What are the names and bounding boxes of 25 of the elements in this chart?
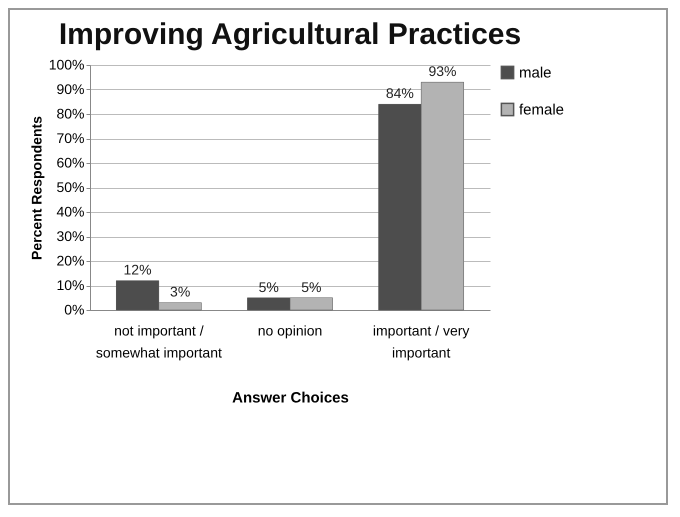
y-tick-label: 0% xyxy=(64,302,84,318)
y-tick-label: 50% xyxy=(56,179,84,195)
data-label: 5% xyxy=(258,278,279,295)
x-axis-title: Answer Choices xyxy=(232,390,349,406)
data-label: 3% xyxy=(170,284,190,300)
y-tick-label: 30% xyxy=(56,228,84,244)
legend-label: female xyxy=(519,102,564,118)
data-label: 5% xyxy=(301,278,322,295)
y-tick-label: 10% xyxy=(56,277,84,293)
y-tick-label: 100% xyxy=(48,56,84,72)
y-axis-title: Percent Respondents xyxy=(28,116,45,260)
x-tick-label: not important / somewhat important xyxy=(96,322,222,360)
y-tick-label: 90% xyxy=(56,81,84,97)
data-label: 93% xyxy=(428,63,456,80)
legend-label: male xyxy=(519,64,552,82)
data-label: 12% xyxy=(124,262,152,278)
y-tick-label: 70% xyxy=(56,130,84,146)
data-label: 84% xyxy=(386,85,414,102)
y-tick-label: 20% xyxy=(56,252,84,268)
x-tick-label: important / very important xyxy=(372,322,470,360)
chart-title: Improving Agricultural Practices xyxy=(58,18,522,51)
y-tick-label: 60% xyxy=(56,154,84,170)
x-tick-label: no opinion xyxy=(258,322,322,338)
y-tick-label: 40% xyxy=(56,204,84,220)
y-tick-label: 80% xyxy=(56,106,84,122)
